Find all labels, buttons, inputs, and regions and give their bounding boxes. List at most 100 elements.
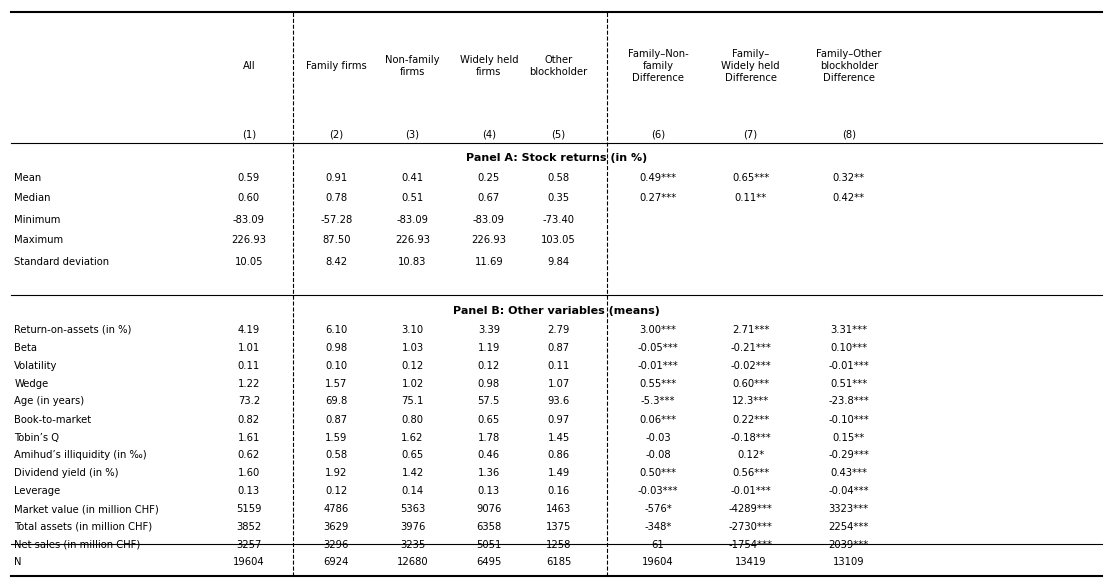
Text: 1.78: 1.78 <box>477 432 500 442</box>
Text: -0.03***: -0.03*** <box>638 487 678 497</box>
Text: -23.8***: -23.8*** <box>828 397 869 407</box>
Text: -83.09: -83.09 <box>233 215 265 225</box>
Text: 0.43***: 0.43*** <box>830 468 867 478</box>
Text: 3323***: 3323*** <box>829 504 869 514</box>
Text: 75.1: 75.1 <box>402 397 424 407</box>
Text: 1.01: 1.01 <box>238 343 260 353</box>
Text: 226.93: 226.93 <box>232 235 266 245</box>
Text: 6495: 6495 <box>476 557 502 567</box>
Text: 0.10: 0.10 <box>325 361 347 371</box>
Text: Leverage: Leverage <box>14 487 60 497</box>
Text: 61: 61 <box>651 540 664 550</box>
Text: 1375: 1375 <box>546 522 571 532</box>
Text: -83.09: -83.09 <box>473 215 505 225</box>
Text: Panel B: Other variables (means): Panel B: Other variables (means) <box>453 306 660 316</box>
Text: 3.10: 3.10 <box>402 325 424 335</box>
Text: 6.10: 6.10 <box>325 325 347 335</box>
Text: 0.98: 0.98 <box>325 343 347 353</box>
Text: 6185: 6185 <box>546 557 571 567</box>
Text: 5051: 5051 <box>476 540 502 550</box>
Text: 3976: 3976 <box>400 522 425 532</box>
Text: 93.6: 93.6 <box>548 397 570 407</box>
Text: 103.05: 103.05 <box>541 235 577 245</box>
Text: 1.22: 1.22 <box>238 378 260 388</box>
Text: Family–
Widely held
Difference: Family– Widely held Difference <box>721 50 780 82</box>
Text: 13109: 13109 <box>833 557 865 567</box>
Text: -0.01***: -0.01*** <box>730 487 771 497</box>
Text: -0.10***: -0.10*** <box>828 415 869 425</box>
Text: 0.27***: 0.27*** <box>639 194 677 204</box>
Text: Panel A: Stock returns (in %): Panel A: Stock returns (in %) <box>466 153 647 163</box>
Text: 0.87: 0.87 <box>325 415 347 425</box>
Text: 0.32**: 0.32** <box>833 173 865 183</box>
Text: 1.59: 1.59 <box>325 432 347 442</box>
Text: 1.92: 1.92 <box>325 468 347 478</box>
Text: 3.39: 3.39 <box>477 325 500 335</box>
Text: Market value (in million CHF): Market value (in million CHF) <box>14 504 159 514</box>
Text: -0.03: -0.03 <box>646 432 671 442</box>
Text: 0.14: 0.14 <box>402 487 424 497</box>
Text: 0.11: 0.11 <box>238 361 260 371</box>
Text: -348*: -348* <box>644 522 671 532</box>
Text: All: All <box>243 61 255 71</box>
Text: -0.01***: -0.01*** <box>828 361 869 371</box>
Text: 0.16: 0.16 <box>548 487 570 497</box>
Text: 0.98: 0.98 <box>477 378 500 388</box>
Text: 0.97: 0.97 <box>548 415 570 425</box>
Text: 0.62: 0.62 <box>238 450 260 460</box>
Text: 69.8: 69.8 <box>325 397 347 407</box>
Text: 0.51: 0.51 <box>402 194 424 204</box>
Text: 0.12: 0.12 <box>402 361 424 371</box>
Text: 10.05: 10.05 <box>235 257 263 267</box>
Text: -57.28: -57.28 <box>321 215 353 225</box>
Text: 0.87: 0.87 <box>548 343 570 353</box>
Text: Total assets (in million CHF): Total assets (in million CHF) <box>14 522 152 532</box>
Text: 2039***: 2039*** <box>829 540 869 550</box>
Text: 1463: 1463 <box>546 504 571 514</box>
Text: 5363: 5363 <box>400 504 425 514</box>
Text: (6): (6) <box>651 130 664 140</box>
Text: N: N <box>14 557 22 567</box>
Text: 0.35: 0.35 <box>548 194 570 204</box>
Text: -0.01***: -0.01*** <box>638 361 678 371</box>
Text: 1.49: 1.49 <box>548 468 570 478</box>
Text: 1.57: 1.57 <box>325 378 347 388</box>
Text: 6358: 6358 <box>476 522 502 532</box>
Text: 3296: 3296 <box>324 540 348 550</box>
Text: 2254***: 2254*** <box>829 522 869 532</box>
Text: -576*: -576* <box>644 504 672 514</box>
Text: (4): (4) <box>482 130 496 140</box>
Text: Widely held
firms: Widely held firms <box>460 55 519 77</box>
Text: 12680: 12680 <box>396 557 429 567</box>
Text: 5159: 5159 <box>236 504 262 514</box>
Text: 1.19: 1.19 <box>477 343 500 353</box>
Text: 57.5: 57.5 <box>477 397 500 407</box>
Text: Median: Median <box>14 194 51 204</box>
Text: 0.60***: 0.60*** <box>732 378 769 388</box>
Text: 87.50: 87.50 <box>322 235 351 245</box>
Text: 0.12*: 0.12* <box>737 450 765 460</box>
Text: 0.15**: 0.15** <box>833 432 865 442</box>
Text: 3852: 3852 <box>236 522 262 532</box>
Text: 3235: 3235 <box>400 540 425 550</box>
Text: 0.65: 0.65 <box>477 415 500 425</box>
Text: (7): (7) <box>743 130 758 140</box>
Text: Minimum: Minimum <box>14 215 61 225</box>
Text: 3.31***: 3.31*** <box>830 325 867 335</box>
Text: -1754***: -1754*** <box>729 540 772 550</box>
Text: 0.10***: 0.10*** <box>830 343 867 353</box>
Text: 73.2: 73.2 <box>238 397 260 407</box>
Text: 4.19: 4.19 <box>238 325 260 335</box>
Text: (1): (1) <box>242 130 256 140</box>
Text: 0.82: 0.82 <box>238 415 260 425</box>
Text: -0.05***: -0.05*** <box>638 343 678 353</box>
Text: (3): (3) <box>405 130 420 140</box>
Text: 10.83: 10.83 <box>398 257 426 267</box>
Text: Amihud’s illiquidity (in ‰): Amihud’s illiquidity (in ‰) <box>14 450 147 460</box>
Text: 8.42: 8.42 <box>325 257 347 267</box>
Text: 1.02: 1.02 <box>402 378 424 388</box>
Text: Family–Non-
family
Difference: Family–Non- family Difference <box>628 50 688 82</box>
Text: 0.46: 0.46 <box>477 450 500 460</box>
Text: Standard deviation: Standard deviation <box>14 257 109 267</box>
Text: Family–Other
blockholder
Difference: Family–Other blockholder Difference <box>816 50 881 82</box>
